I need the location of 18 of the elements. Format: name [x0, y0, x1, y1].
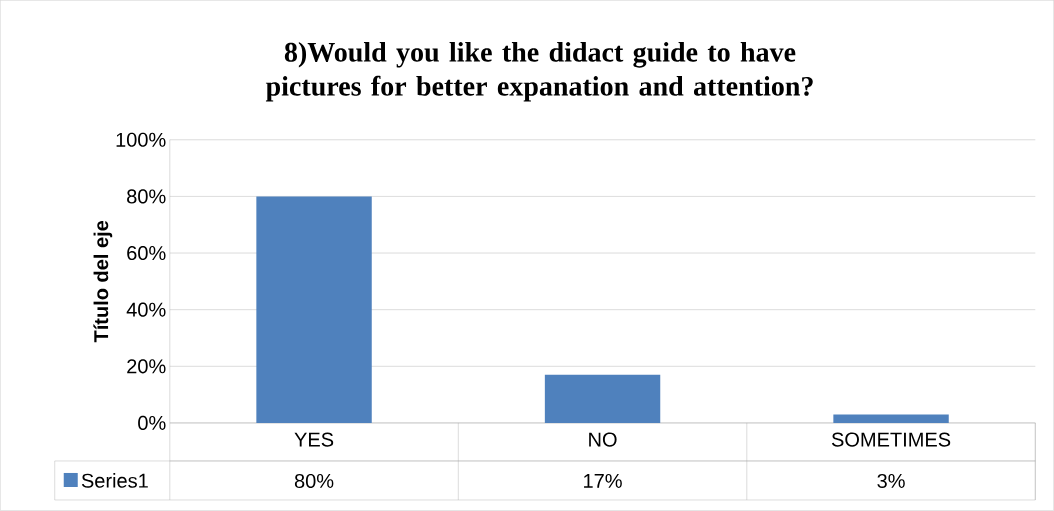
- y-tick-label: 40%: [126, 302, 166, 317]
- y-tick-label: 60%: [127, 246, 166, 261]
- y-tick-label: 20%: [127, 359, 166, 374]
- data-label: 3%: [877, 474, 905, 489]
- data-label: 80%: [294, 474, 334, 489]
- x-tick-label: NO: [589, 432, 617, 447]
- x-tick-label: YES: [294, 432, 334, 447]
- bar: [544, 374, 661, 424]
- bar: [256, 196, 372, 424]
- data-label: 17%: [584, 474, 622, 489]
- bar: [833, 414, 949, 424]
- chart-title: 8)Would you like the didact guide to have pictures for better expanation and attention?: [265, 42, 813, 102]
- legend-label: Series1: [81, 473, 148, 488]
- y-tick-label: 100%: [116, 132, 166, 148]
- y-tick-label: 80%: [127, 189, 166, 204]
- y-tick-label: 0%: [138, 416, 166, 431]
- x-tick-label: SOMETIMES: [831, 432, 951, 447]
- y-axis-title: Título del eje: [93, 221, 113, 343]
